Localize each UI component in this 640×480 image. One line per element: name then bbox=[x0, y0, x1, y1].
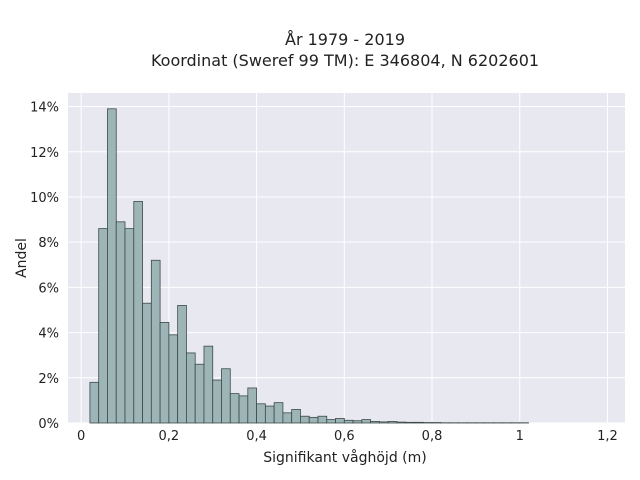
histogram-bar-33 bbox=[378, 421, 389, 424]
histogram-bar-5 bbox=[133, 201, 143, 424]
x-tick-label-2: 0,4 bbox=[246, 429, 267, 444]
histogram-bar-19 bbox=[256, 403, 266, 424]
chart-subtitle: Koordinat (Sweref 99 TM): E 346804, N 62… bbox=[151, 51, 539, 70]
histogram-bar-3 bbox=[115, 221, 126, 424]
histogram-bar-2 bbox=[107, 108, 117, 424]
histogram-bar-11 bbox=[186, 352, 196, 424]
x-tick-label-5: 1 bbox=[516, 429, 524, 444]
bars bbox=[89, 108, 529, 424]
y-tick-label-7: 14% bbox=[30, 101, 59, 116]
y-tick-label-3: 6% bbox=[38, 281, 59, 296]
x-axis-label: Signifikant våghöjd (m) bbox=[263, 449, 426, 466]
histogram-bar-27 bbox=[326, 419, 336, 424]
y-tick-label-2: 4% bbox=[38, 327, 59, 342]
histogram-bar-21 bbox=[273, 402, 284, 424]
histogram-bar-28 bbox=[335, 418, 345, 424]
histogram-bar-20 bbox=[264, 405, 275, 424]
y-tick-label-1: 2% bbox=[38, 372, 59, 387]
histogram-bar-7 bbox=[150, 259, 161, 424]
x-tick-label-0: 0 bbox=[77, 429, 85, 444]
histogram-bar-37 bbox=[414, 421, 424, 424]
y-tick-label-5: 10% bbox=[30, 191, 59, 206]
y-axis-ticks: 0% 2% 4% 6% 8% 10% 12% 14% bbox=[30, 101, 59, 432]
y-axis-label: Andel bbox=[14, 238, 30, 278]
histogram-bar-10 bbox=[177, 305, 187, 424]
histogram-bar-1 bbox=[98, 228, 108, 424]
histogram-bar-23 bbox=[291, 409, 301, 424]
x-tick-label-4: 0,8 bbox=[422, 429, 443, 444]
histogram-bar-32 bbox=[370, 421, 380, 424]
chart-title: År 1979 - 2019 bbox=[285, 30, 405, 49]
histogram-bar-30 bbox=[352, 420, 363, 424]
x-tick-label-6: 1,2 bbox=[597, 429, 618, 444]
histogram-bar-29 bbox=[343, 419, 354, 424]
x-tick-label-1: 0,2 bbox=[159, 429, 180, 444]
histogram-bar-22 bbox=[282, 412, 293, 424]
histogram-bar-14 bbox=[212, 379, 222, 424]
y-tick-label-4: 8% bbox=[38, 236, 59, 251]
histogram-bar-17 bbox=[238, 395, 249, 424]
histogram-bar-8 bbox=[159, 322, 170, 424]
histogram-bar-0 bbox=[89, 381, 100, 424]
histogram-bar-16 bbox=[229, 393, 240, 424]
x-tick-label-3: 0,6 bbox=[334, 429, 355, 444]
histogram-bar-35 bbox=[396, 421, 407, 424]
histogram-bar-24 bbox=[300, 415, 310, 424]
histogram-bar-36 bbox=[405, 421, 415, 424]
y-tick-label-6: 12% bbox=[30, 146, 59, 161]
histogram-bar-31 bbox=[361, 419, 372, 424]
histogram-bar-18 bbox=[247, 387, 257, 424]
histogram-bar-25 bbox=[308, 416, 319, 424]
histogram-bar-26 bbox=[317, 415, 328, 424]
histogram-bar-6 bbox=[142, 302, 152, 424]
histogram-bar-34 bbox=[387, 421, 398, 424]
histogram-bar-9 bbox=[168, 334, 179, 424]
histogram-bar-15 bbox=[221, 368, 231, 424]
histogram-bar-12 bbox=[194, 363, 205, 424]
x-axis-ticks: 0 0,2 0,4 0,6 0,8 1 1,2 bbox=[77, 429, 618, 444]
histogram-bar-13 bbox=[203, 345, 214, 424]
y-tick-label-0: 0% bbox=[38, 417, 59, 432]
histogram-bar-4 bbox=[124, 228, 135, 424]
